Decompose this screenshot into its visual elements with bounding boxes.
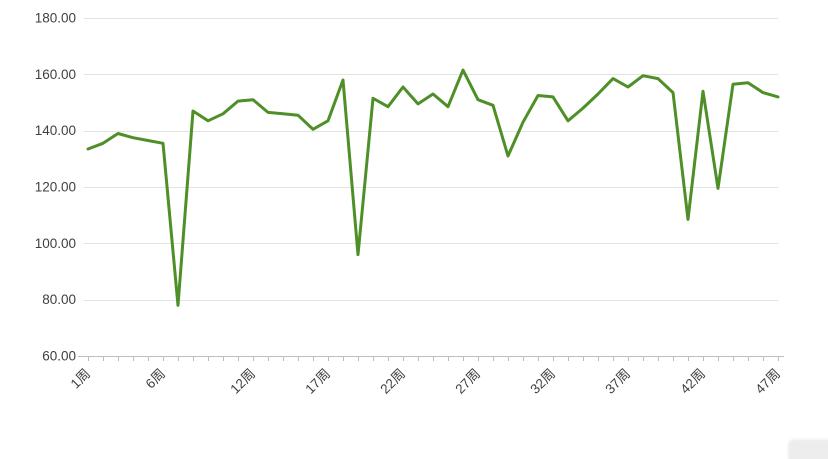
- x-axis-tick-label: 6周: [143, 366, 168, 391]
- x-axis-tick-label: 22周: [377, 366, 408, 397]
- corner-watermark-artifact: [788, 439, 828, 459]
- y-axis-tick-label: 120.00: [35, 180, 76, 195]
- x-axis-tick-label: 32周: [527, 366, 558, 397]
- x-axis-tick-label: 27周: [452, 366, 483, 397]
- y-axis-tick-label: 80.00: [42, 292, 76, 307]
- x-axis-tick-label: 37周: [602, 366, 633, 397]
- x-axis-tick-label: 47周: [752, 366, 783, 397]
- y-axis-tick-label: 140.00: [35, 123, 76, 138]
- x-axis-tick-label: 42周: [677, 366, 708, 397]
- y-axis-tick-label: 180.00: [35, 11, 76, 26]
- x-axis-tick-label: 12周: [227, 366, 258, 397]
- series-line: [86, 68, 780, 307]
- x-axis-tick-label: 17周: [302, 366, 333, 397]
- x-axis-tick-label: 1周: [68, 366, 93, 391]
- y-axis-tick-label: 60.00: [42, 349, 76, 364]
- y-axis-tick-label: 160.00: [35, 67, 76, 82]
- y-axis-tick-label: 100.00: [35, 236, 76, 251]
